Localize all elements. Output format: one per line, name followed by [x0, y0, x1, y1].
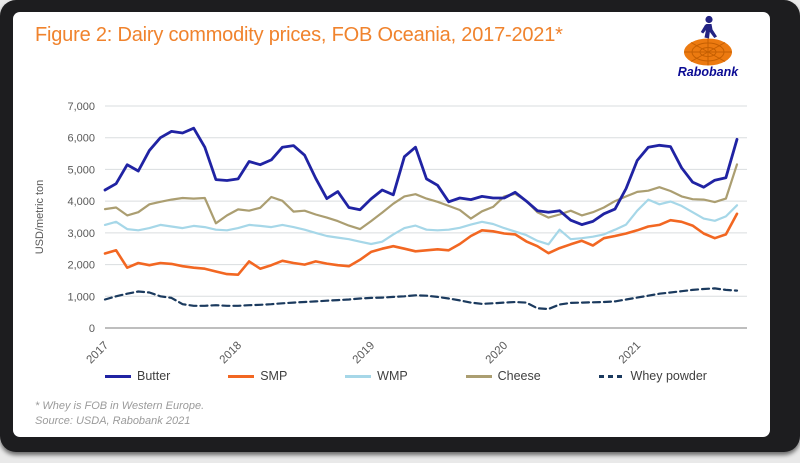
y-tick-label: 3,000: [67, 228, 95, 240]
footnote-line-2: Source: USDA, Rabobank 2021: [35, 414, 191, 427]
footnote-line-1: * Whey is FOB in Western Europe.: [35, 400, 205, 412]
x-tick-label: 2020: [484, 340, 511, 367]
butter-line-swatch: [105, 374, 131, 378]
series-line-wmp: [103, 198, 739, 246]
legend-label: Cheese: [497, 369, 541, 383]
series-line-cheese: [103, 163, 739, 231]
series-line-smp: [103, 212, 739, 277]
rabobank-logo-graphic: Rabobank: [678, 15, 739, 79]
legend-item-cheese: Cheese: [465, 369, 541, 383]
y-tick-label: 6,000: [67, 133, 95, 145]
x-tick-label: 2019: [351, 340, 378, 367]
y-tick-label: 7,000: [67, 101, 95, 113]
y-tick-label: 5,000: [67, 164, 95, 176]
x-tick-label: 2018: [218, 340, 245, 367]
chart-legend: Butter SMP WMP Cheese Whey powder: [105, 369, 707, 383]
walking-person-icon: [700, 15, 717, 39]
rabobank-wordmark: Rabobank: [678, 65, 739, 79]
legend-label: SMP: [260, 369, 288, 383]
price-chart: USD/metric ton 0 1,000 2,000 3,000 4,000 5,00…: [34, 101, 747, 367]
x-tick-label: 2017: [85, 340, 112, 367]
y-tick-label: 1,000: [67, 291, 95, 303]
figure-footnote: * Whey is FOB in Western Europe. Source:…: [35, 399, 204, 429]
figure-card: Figure 2: Dairy commodity prices, FOB Oc…: [13, 12, 770, 437]
legend-item-wmp: WMP: [345, 369, 408, 383]
legend-label: Whey powder: [630, 369, 707, 383]
legend-item-butter: Butter: [105, 369, 170, 383]
legend-item-smp: SMP: [228, 369, 287, 383]
figure-title: Figure 2: Dairy commodity prices, FOB Oc…: [35, 24, 563, 46]
series-line-whey-powder: [103, 287, 739, 311]
whey-powder-line-swatch: [598, 374, 625, 378]
rabobank-logo: Rabobank: [670, 14, 746, 85]
legend-label: WMP: [377, 369, 408, 383]
wmp-line-swatch: [345, 374, 372, 378]
legend-label: Butter: [137, 369, 171, 383]
series-line-butter: [103, 126, 739, 227]
legend-item-whey-powder: Whey powder: [598, 369, 707, 383]
globe-compass-lines: [684, 38, 732, 66]
smp-line-swatch: [228, 374, 255, 378]
cheese-line-swatch: [465, 374, 492, 378]
y-axis-title: USD/metric ton: [34, 180, 46, 255]
x-tick-label: 2021: [617, 340, 644, 367]
y-tick-label: 0: [89, 323, 95, 335]
y-tick-label: 4,000: [67, 196, 95, 208]
y-tick-label: 2,000: [67, 260, 95, 272]
